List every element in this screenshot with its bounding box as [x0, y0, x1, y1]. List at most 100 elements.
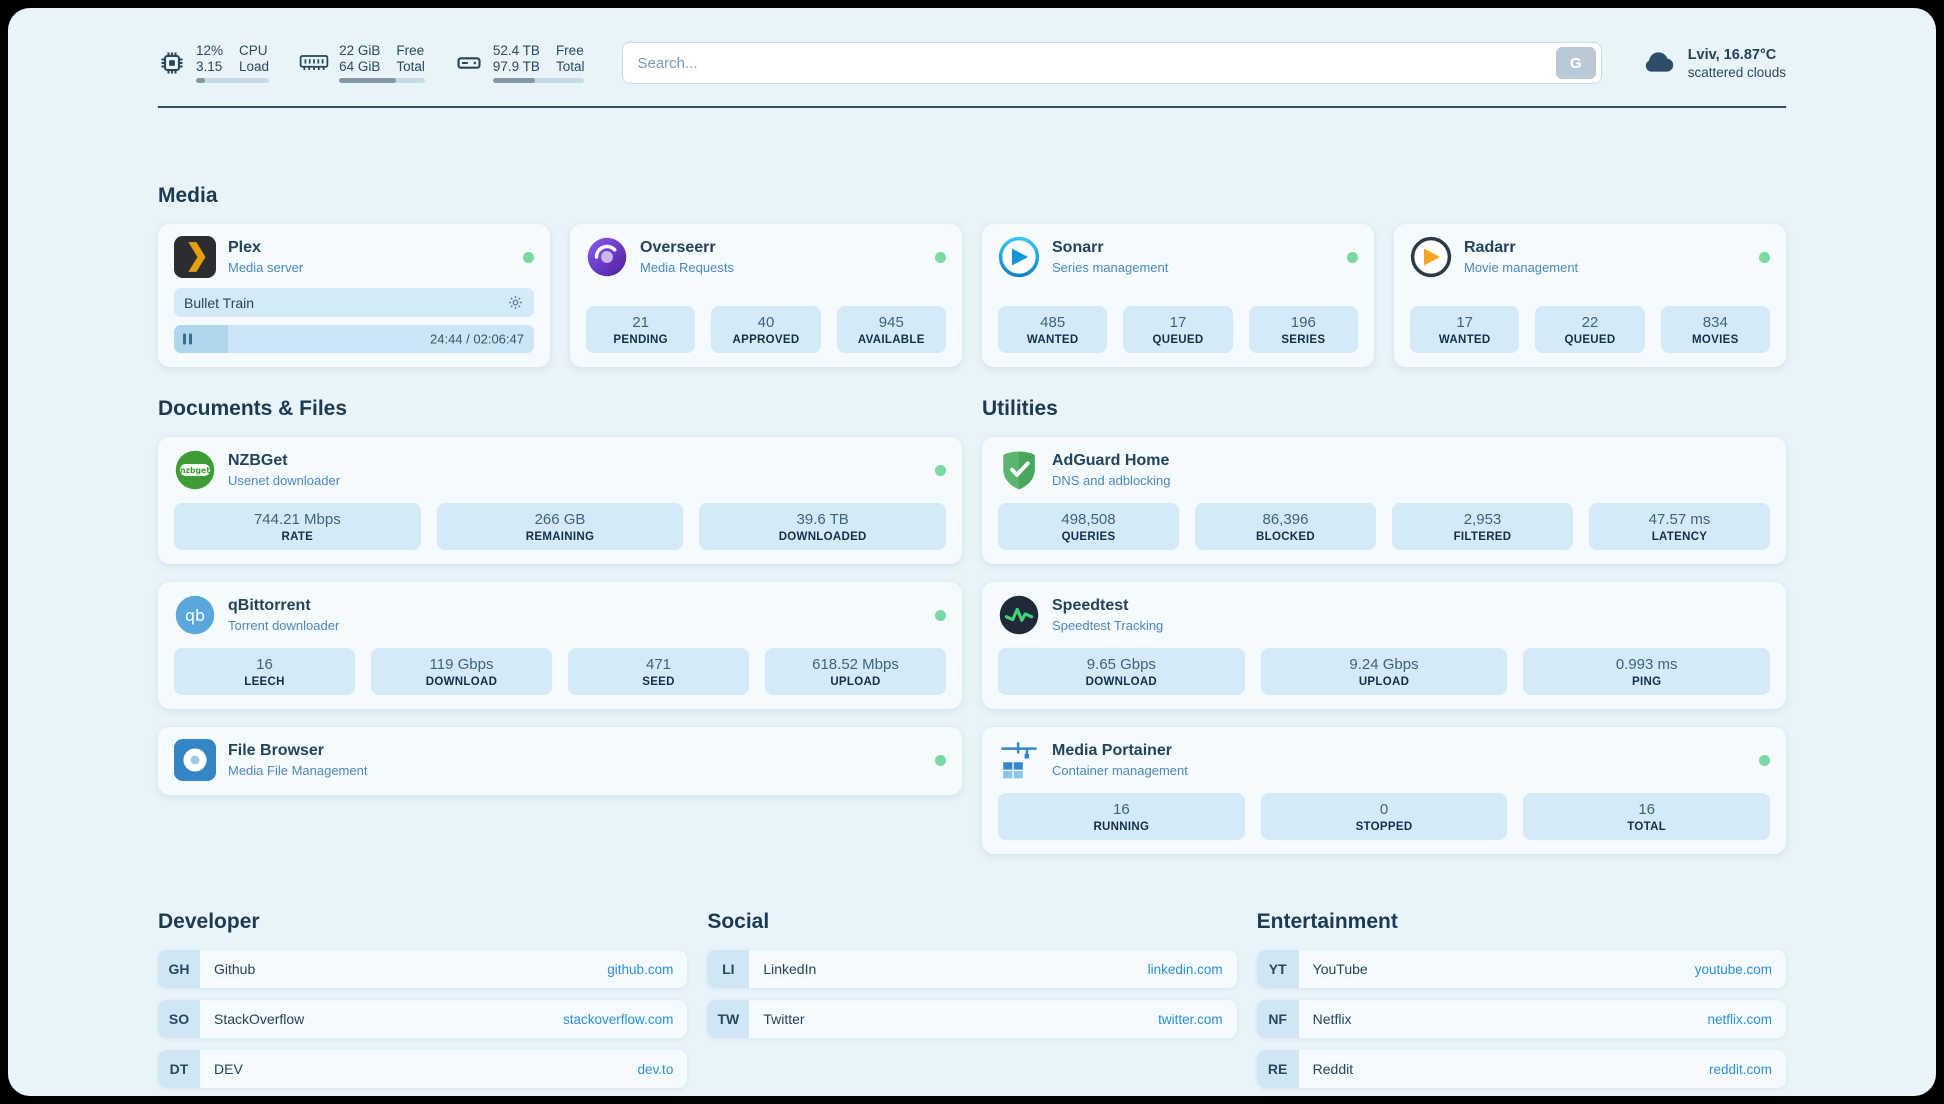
qbittorrent-icon-text: qb: [185, 606, 205, 625]
bookmark-url: github.com: [607, 961, 674, 977]
bookmark-name: Github: [214, 961, 256, 977]
app-card-overseerr[interactable]: Overseerr Media Requests 21 PENDING 40 A…: [570, 224, 962, 367]
app-card-adguard[interactable]: AdGuard Home DNS and adblocking 498,508 …: [982, 437, 1786, 564]
qbittorrent-icon: qb: [174, 594, 216, 636]
bookmark-group-entertainment: Entertainment YT YouTube youtube.com NF …: [1256, 910, 1786, 1088]
stat-box: 498,508 QUERIES: [998, 503, 1179, 550]
bookmark-badge: NF: [1256, 1000, 1299, 1038]
app-subtitle: Torrent downloader: [228, 618, 340, 633]
app-card-filebrowser[interactable]: File Browser Media File Management: [158, 727, 962, 795]
playback-progress-bar[interactable]: 24:44 / 02:06:47: [174, 325, 534, 353]
stat-value: 22: [1581, 314, 1599, 331]
stat-value: 0: [1379, 801, 1389, 818]
ram-icon: [299, 52, 329, 74]
stat-label: AVAILABLE: [857, 334, 925, 346]
stat-box: 40 APPROVED: [711, 306, 821, 353]
status-dot: [523, 251, 534, 263]
section-title-media: Media: [158, 184, 218, 207]
stat-label: UPLOAD: [830, 676, 881, 688]
bookmark-github[interactable]: GH Github github.com: [158, 950, 688, 988]
stat-label: TOTAL: [1627, 821, 1667, 833]
stat-box: 0.993 ms PING: [1523, 648, 1771, 695]
settings-gear-icon[interactable]: [507, 294, 524, 311]
bookmark-linkedin[interactable]: LI LinkedIn linkedin.com: [707, 950, 1237, 988]
stat-label: QUERIES: [1061, 531, 1116, 543]
bookmark-columns: Developer GH Github github.com SO StackO…: [158, 910, 1786, 1088]
topbar: 12% CPU 3.15 Load: [158, 42, 1786, 84]
search-bar[interactable]: G: [622, 42, 1602, 84]
app-subtitle: Movie management: [1464, 260, 1579, 275]
stat-value: 16: [1112, 801, 1130, 818]
stat-box: 21 PENDING: [586, 306, 696, 353]
cloud-icon: [1640, 48, 1678, 79]
disk-icon: [455, 49, 483, 77]
app-name: AdGuard Home: [1052, 452, 1170, 469]
stat-box: 17 QUEUED: [1123, 306, 1233, 353]
bookmark-badge: YT: [1256, 950, 1299, 988]
stat-label: PING: [1632, 676, 1662, 688]
section-title-documents: Documents & Files: [158, 397, 348, 420]
app-card-radarr[interactable]: Radarr Movie management 17 WANTED 22 QUE…: [1394, 224, 1786, 367]
stat-label: APPROVED: [732, 334, 800, 346]
search-input[interactable]: [637, 54, 1556, 72]
weather-condition: scattered clouds: [1687, 64, 1786, 80]
weather-text: Lviv, 16.87°C scattered clouds: [1688, 47, 1786, 80]
search-provider-button[interactable]: G: [1555, 47, 1596, 79]
bookmark-name: LinkedIn: [763, 961, 817, 977]
stat-value: 9.24 Gbps: [1349, 656, 1419, 673]
weather-widget[interactable]: Lviv, 16.87°C scattered clouds: [1640, 47, 1786, 80]
stat-value: 16: [1638, 801, 1656, 818]
stat-value: 0.993 ms: [1615, 656, 1678, 673]
app-card-plex[interactable]: Plex Media server Bullet Train: [158, 224, 550, 367]
app-card-portainer[interactable]: Media Portainer Container management 16 …: [982, 727, 1786, 854]
bookmark-youtube[interactable]: YT YouTube youtube.com: [1256, 950, 1786, 988]
app-card-speedtest[interactable]: Speedtest Speedtest Tracking 9.65 Gbps D…: [982, 582, 1786, 709]
bookmark-name: StackOverflow: [214, 1011, 305, 1027]
section-title-entertainment: Entertainment: [1256, 910, 1398, 933]
status-dot: [935, 609, 946, 621]
ram-info: 22 GiB Free 64 GiB Total: [339, 43, 425, 83]
stat-label: WANTED: [1026, 334, 1079, 346]
bookmark-twitter[interactable]: TW Twitter twitter.com: [707, 1000, 1237, 1038]
app-name: Plex: [228, 239, 261, 256]
stat-label: DOWNLOAD: [425, 676, 498, 688]
speedtest-icon: [998, 594, 1040, 636]
disk-widget: 52.4 TB Free 97.9 TB Total: [455, 43, 585, 83]
stat-value: 86,396: [1262, 511, 1309, 528]
stat-box: 17 WANTED: [1410, 306, 1520, 353]
bookmark-badge: GH: [158, 950, 200, 988]
bookmark-dev[interactable]: DT DEV dev.to: [158, 1050, 688, 1088]
portainer-icon: [998, 739, 1040, 781]
stat-label: LEECH: [244, 676, 285, 688]
stat-value: 618.52 Mbps: [812, 656, 899, 673]
disk-total-value: 97.9 TB: [492, 59, 540, 74]
bookmark-url: twitter.com: [1158, 1011, 1223, 1027]
stat-box: 834 MOVIES: [1660, 306, 1770, 353]
bookmark-url: linkedin.com: [1147, 961, 1223, 977]
bookmark-badge: DT: [158, 1050, 200, 1088]
stat-box: 945 AVAILABLE: [836, 306, 946, 353]
app-card-nzbget[interactable]: nzbget NZBGet Usenet downloader 744.21 M…: [158, 437, 962, 564]
bookmark-reddit[interactable]: RE Reddit reddit.com: [1256, 1050, 1786, 1088]
app-name: qBittorrent: [228, 597, 311, 614]
stat-value: 39.6 TB: [796, 511, 849, 528]
section-utilities: Utilities AdGuard Home: [982, 397, 1786, 854]
app-subtitle: Usenet downloader: [228, 473, 341, 488]
bookmark-stackoverflow[interactable]: SO StackOverflow stackoverflow.com: [158, 1000, 688, 1038]
stat-box: 266 GB REMAINING: [436, 503, 684, 550]
bookmark-url: youtube.com: [1694, 961, 1772, 977]
bookmark-netflix[interactable]: NF Netflix netflix.com: [1256, 1000, 1786, 1038]
bookmark-badge: TW: [707, 1000, 750, 1038]
overseerr-icon: [586, 236, 628, 278]
app-subtitle: Media File Management: [228, 763, 368, 778]
app-subtitle: Media server: [228, 260, 304, 275]
bookmark-badge: SO: [158, 1000, 200, 1038]
adguard-icon: [998, 449, 1040, 491]
app-card-sonarr[interactable]: Sonarr Series management 485 WANTED 17 Q…: [982, 224, 1374, 367]
stat-value: 945: [878, 314, 904, 331]
stat-value: 9.65 Gbps: [1086, 656, 1156, 673]
app-card-qbittorrent[interactable]: qb qBittorrent Torrent downloader 16 LEE…: [158, 582, 962, 709]
stat-label: SEED: [642, 676, 675, 688]
pause-icon[interactable]: [183, 333, 192, 345]
app-subtitle: Series management: [1052, 260, 1169, 275]
